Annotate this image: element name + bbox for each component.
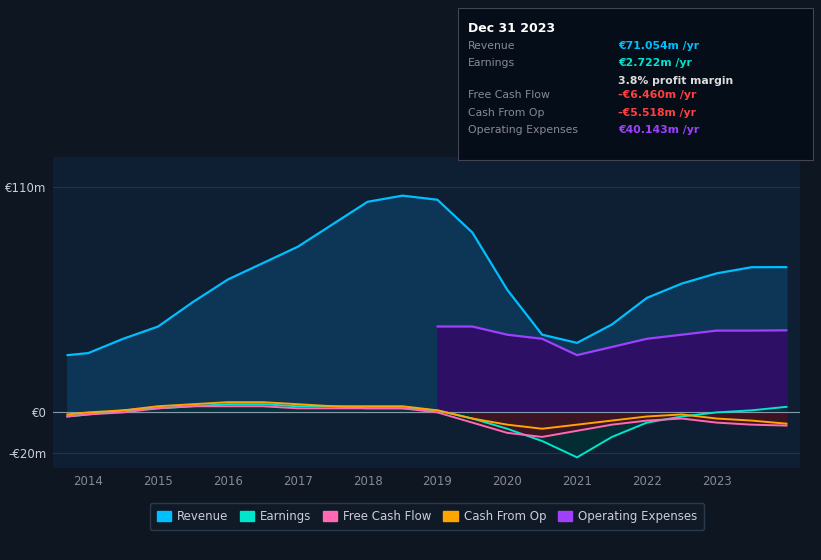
Text: €2.722m /yr: €2.722m /yr xyxy=(618,58,692,68)
Text: Revenue: Revenue xyxy=(468,41,516,51)
Text: Free Cash Flow: Free Cash Flow xyxy=(468,90,550,100)
Text: €40.143m /yr: €40.143m /yr xyxy=(618,125,699,135)
Text: -€6.460m /yr: -€6.460m /yr xyxy=(618,90,696,100)
Text: Operating Expenses: Operating Expenses xyxy=(468,125,578,135)
Text: 3.8% profit margin: 3.8% profit margin xyxy=(618,76,733,86)
Text: Earnings: Earnings xyxy=(468,58,515,68)
Text: Dec 31 2023: Dec 31 2023 xyxy=(468,22,555,35)
Text: -€5.518m /yr: -€5.518m /yr xyxy=(618,108,696,118)
Legend: Revenue, Earnings, Free Cash Flow, Cash From Op, Operating Expenses: Revenue, Earnings, Free Cash Flow, Cash … xyxy=(149,503,704,530)
Text: Cash From Op: Cash From Op xyxy=(468,108,544,118)
Text: €71.054m /yr: €71.054m /yr xyxy=(618,41,699,51)
